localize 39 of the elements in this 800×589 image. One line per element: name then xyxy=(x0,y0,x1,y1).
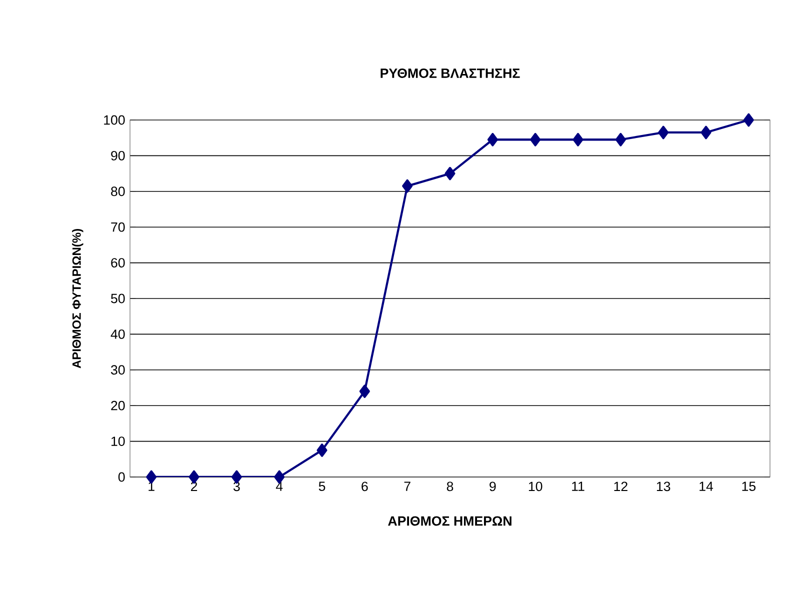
x-tick-label: 14 xyxy=(700,482,714,491)
y-tick-label: 50 xyxy=(111,294,125,304)
chart-title: ΡΥΘΜΟΣ ΒΛΑΣΤΗΣΗΣ xyxy=(380,68,520,78)
y-axis-title: ΑΡΙΘΜΟΣ ΦΥΤΑΡΙΩΝ(%) xyxy=(72,229,84,368)
point xyxy=(146,470,157,484)
point xyxy=(615,132,626,146)
y-tick-label: 20 xyxy=(111,400,125,410)
y-tick-label: 10 xyxy=(111,436,125,446)
x-tick-label: 8 xyxy=(446,482,454,492)
x-tick-label: 9 xyxy=(490,482,496,492)
point xyxy=(658,126,669,140)
x-tick-label: 15 xyxy=(742,482,756,491)
y-tick-label: 40 xyxy=(110,329,125,339)
point xyxy=(700,126,712,140)
x-tick-label: 12 xyxy=(614,482,628,492)
y-tick-label: 60 xyxy=(111,258,125,268)
point xyxy=(743,113,754,127)
x-tick-label: 11 xyxy=(572,482,584,491)
point xyxy=(402,179,413,193)
point xyxy=(188,470,200,484)
x-tick-label: 7 xyxy=(404,482,410,491)
point xyxy=(231,470,242,484)
y-tick-label: 70 xyxy=(111,222,125,232)
x-axis-title: ΑΡΙΘΜΟΣ ΗΜΕΡΩΝ xyxy=(388,516,512,526)
point xyxy=(572,132,584,146)
y-tick-label: 30 xyxy=(110,365,125,375)
point xyxy=(316,444,328,457)
point xyxy=(487,132,498,146)
y-tick-label: 0 xyxy=(118,472,125,482)
y-tick-label: 80 xyxy=(111,186,125,196)
x-tick-label: 6 xyxy=(362,482,368,492)
x-tick-label: 10 xyxy=(528,482,542,492)
point xyxy=(359,384,370,398)
point xyxy=(530,132,541,146)
x-tick-label: 5 xyxy=(318,482,326,491)
y-tick-label: 100 xyxy=(104,115,125,125)
y-tick-label: 90 xyxy=(111,150,125,160)
point xyxy=(444,166,456,180)
x-tick-label: 13 xyxy=(656,482,670,492)
